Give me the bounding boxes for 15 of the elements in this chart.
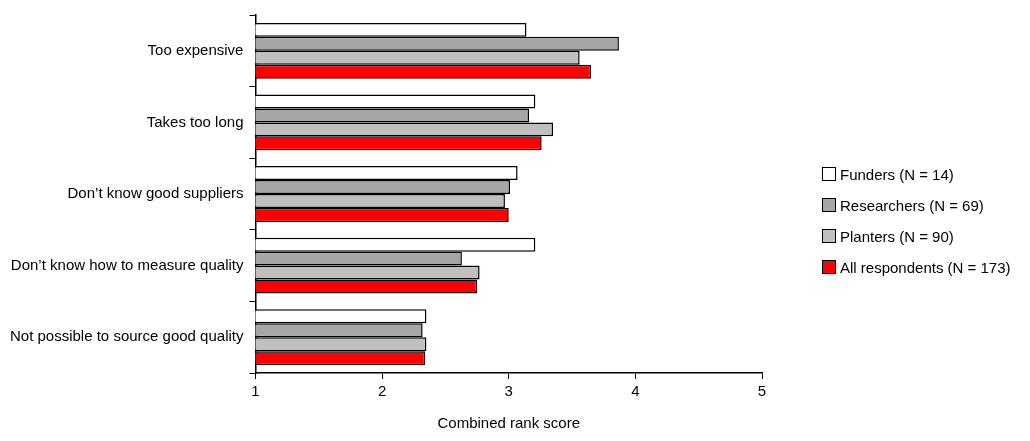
x-tick-label: 2 bbox=[377, 382, 387, 400]
x-axis-title: Combined rank score bbox=[437, 414, 581, 432]
x-tick-label: 3 bbox=[504, 382, 513, 400]
x-tick-label: 5 bbox=[757, 382, 767, 400]
y-tick-label: Don’t know good suppliers bbox=[67, 184, 244, 202]
legend-label: All respondents (N = 173) bbox=[840, 258, 1011, 276]
x-tick-label: 1 bbox=[251, 382, 260, 400]
legend-label: Planters (N = 90) bbox=[840, 227, 954, 245]
legend-label: Researchers (N = 69) bbox=[840, 196, 984, 214]
y-tick-label: Too expensive bbox=[147, 40, 244, 58]
y-tick-label: Don’t know how to measure quality bbox=[10, 255, 244, 273]
y-tick-label: Takes too long bbox=[146, 112, 244, 130]
text: Funders (N = 14) bbox=[840, 165, 954, 183]
y-tick-label: Not possible to source good quality bbox=[9, 327, 244, 345]
x-tick-label: 4 bbox=[631, 382, 640, 400]
